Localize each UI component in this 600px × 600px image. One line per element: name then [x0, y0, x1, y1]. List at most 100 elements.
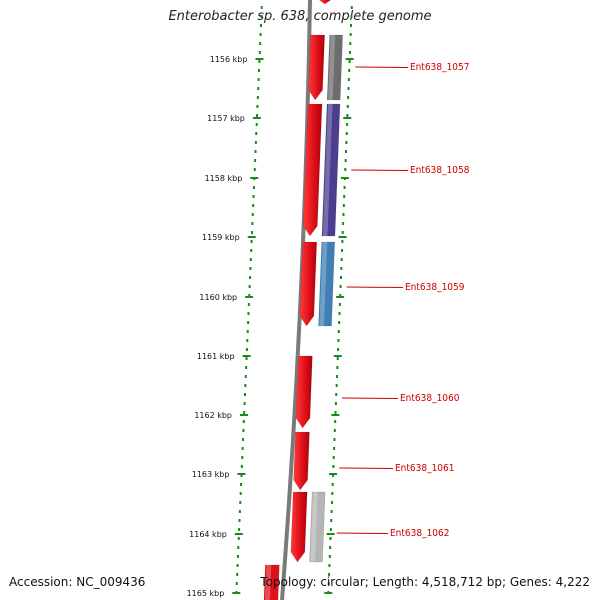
right-guide-dot — [337, 330, 340, 333]
right-guide-dot — [343, 195, 346, 198]
left-guide-dot — [257, 87, 260, 90]
left-guide-dot — [259, 24, 262, 27]
left-guide-dot — [236, 555, 239, 558]
right-guide-dot — [343, 186, 346, 189]
left-guide-dot — [241, 456, 244, 459]
forward-gene-arrow — [303, 103, 323, 237]
kbp-label: 1165 kbp — [187, 589, 225, 598]
right-guide-dot — [348, 69, 351, 72]
left-guide-dot — [256, 114, 259, 117]
right-guide-dot — [349, 33, 352, 36]
right-guide-dot — [339, 285, 342, 288]
kbp-label: 1161 kbp — [197, 352, 235, 361]
right-guide-dot — [332, 474, 335, 477]
right-guide-dot — [332, 465, 335, 468]
right-guide-dot — [344, 168, 347, 171]
right-guide-dot — [340, 267, 343, 270]
left-guide-dot — [254, 150, 257, 153]
right-guide-dot — [331, 483, 334, 486]
left-guide-dot — [240, 483, 243, 486]
kbp-scale: 1156 kbp 1157 kbp 1158 kbp 1159 kbp 1160 kbp… — [187, 55, 354, 598]
kbp-label: 1162 kbp — [194, 411, 232, 420]
right-guide-dot — [347, 96, 350, 99]
cog-category-bar-highlight — [319, 241, 328, 327]
cog-category-bar-highlight — [310, 491, 318, 563]
right-guide-dot — [336, 357, 339, 360]
left-guide-dot — [254, 159, 257, 162]
left-guide-dot — [236, 564, 239, 567]
forward-gene-arrow — [308, 34, 325, 101]
right-guide-dot — [334, 420, 337, 423]
gene-label: Ent638_1057 — [410, 62, 469, 73]
right-guide-dot — [338, 303, 341, 306]
left-guide-dot — [250, 240, 253, 243]
gene-label-leader — [346, 286, 404, 288]
left-guide-dot — [244, 375, 247, 378]
left-guide-dot — [242, 438, 245, 441]
right-guide-dot — [336, 366, 339, 369]
left-guide-dot — [249, 258, 252, 261]
right-guide-dot — [345, 132, 348, 135]
right-guide-dot — [337, 339, 340, 342]
kbp-label: 1160 kbp — [199, 293, 237, 302]
right-guide-dot — [338, 321, 341, 324]
left-guide-dot — [249, 267, 252, 270]
cog-category-bar — [318, 241, 335, 327]
right-guide-dot — [330, 510, 333, 513]
left-guide-dot — [239, 501, 242, 504]
partial-gene-bottom — [263, 564, 280, 600]
gene-label: Ent638_1059 — [405, 282, 465, 293]
partial-gene-arrow-top — [318, 0, 332, 5]
left-guide-dot — [250, 249, 253, 252]
right-guide-dot — [342, 204, 345, 207]
left-guide-dot — [235, 582, 238, 585]
right-guide-dot — [329, 537, 332, 540]
kbp-label: 1164 kbp — [189, 530, 227, 539]
left-guide-dot — [259, 33, 262, 36]
cog-category-bar-highlight — [322, 103, 333, 237]
gene-label: Ent638_1058 — [410, 165, 470, 176]
left-guide-dot — [243, 393, 246, 396]
forward-gene-arrow — [293, 431, 310, 491]
right-guide-dot — [346, 114, 349, 117]
gene-label: Ent638_1061 — [395, 463, 454, 474]
right-guide-dot — [339, 294, 342, 297]
right-guide-dot — [333, 438, 336, 441]
right-guide-dot — [335, 393, 338, 396]
left-guide-dot — [246, 330, 249, 333]
right-guide-dot — [345, 141, 348, 144]
dotted-scale-guides — [235, 6, 353, 594]
left-guide-dot — [244, 384, 247, 387]
forward-gene-arrow — [295, 355, 313, 429]
right-guide-dot — [347, 78, 350, 81]
left-guide-dot — [238, 528, 241, 531]
right-guide-dot — [341, 231, 344, 234]
left-guide-dot — [260, 6, 263, 9]
kbp-label: 1157 kbp — [207, 114, 245, 123]
gene-label-leader — [351, 169, 409, 171]
forward-gene-arrow — [299, 241, 317, 327]
right-guide-dot — [340, 258, 343, 261]
gene-labels: Ent638_1057 Ent638_1058 Ent638_1059 Ent638_… — [336, 62, 470, 539]
gene-features — [263, 0, 343, 600]
left-guide-dot — [245, 357, 248, 360]
right-guide-dot — [335, 384, 338, 387]
right-guide-dot — [342, 222, 345, 225]
right-guide-dot — [348, 51, 351, 54]
left-guide-dot — [250, 231, 253, 234]
left-guide-dot — [252, 195, 255, 198]
right-guide-dot — [334, 402, 337, 405]
right-guide-dot — [349, 42, 352, 45]
gene-label-leader — [339, 467, 394, 469]
gene-label-leader — [336, 532, 389, 534]
left-guide-dot — [243, 402, 246, 405]
left-guide-dot — [260, 15, 263, 18]
left-guide-dot — [256, 96, 259, 99]
right-guide-dot — [345, 150, 347, 153]
forward-gene-arrow — [290, 491, 308, 563]
kbp-label: 1158 kbp — [205, 174, 243, 183]
left-guide-dot — [246, 339, 249, 342]
left-guide-dot — [254, 141, 257, 144]
left-guide-dot — [242, 429, 245, 432]
